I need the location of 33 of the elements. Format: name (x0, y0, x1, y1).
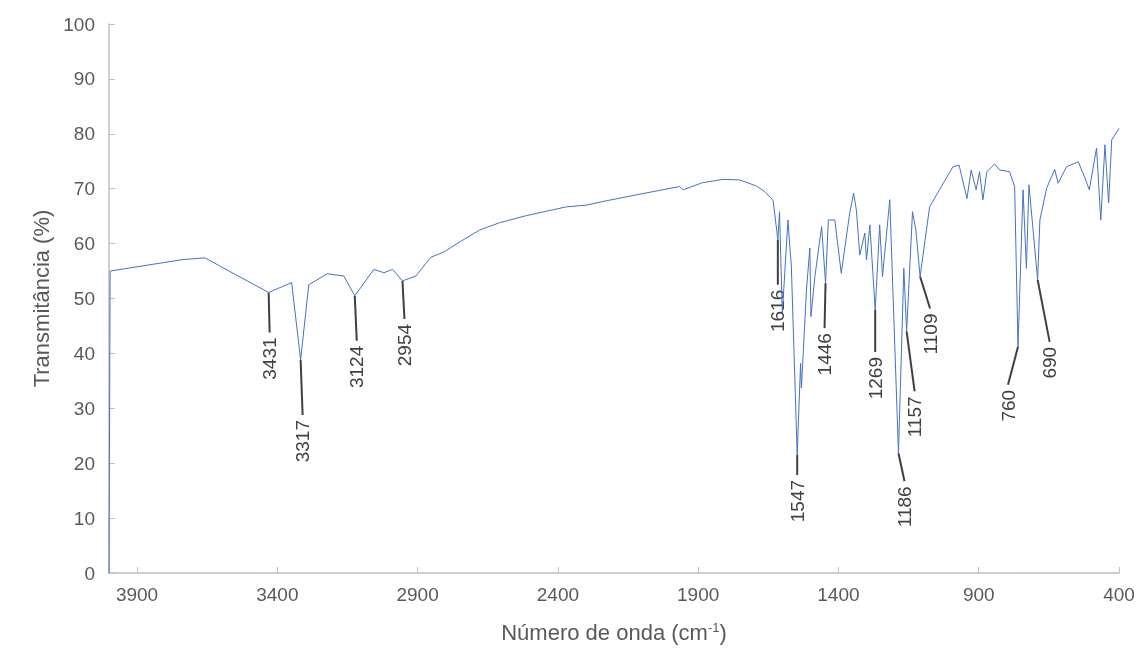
x-tick-label: 1400 (817, 584, 860, 605)
y-axis-title: Transmitância (%) (28, 209, 54, 388)
annotation: 1547 (786, 479, 808, 523)
y-tick-label: 70 (73, 178, 95, 200)
x-tick-label: 1900 (677, 584, 720, 605)
x-tick-label: 3400 (256, 584, 299, 605)
x-tick-label: 2900 (396, 584, 439, 605)
annotation: 760 (997, 389, 1019, 422)
annotation: 1186 (893, 486, 915, 528)
y-tick-label: 50 (73, 288, 95, 309)
y-tick-label: 60 (73, 233, 95, 255)
annotation: 690 (1039, 346, 1061, 379)
annotation: 1269 (864, 357, 886, 400)
annotation: 1109 (919, 313, 941, 355)
x-tick-label: 3900 (115, 584, 159, 605)
annotation: 1446 (814, 333, 836, 376)
x-tick-label: 400 (1103, 584, 1135, 605)
y-tick-label: 90 (73, 68, 95, 90)
x-tick-label: 2400 (536, 584, 580, 605)
y-tick-label: 10 (73, 507, 95, 529)
y-tick-label: 20 (73, 452, 95, 474)
annotation: 3124 (346, 345, 368, 389)
y-tick-label: 0 (84, 562, 95, 584)
annotation: 1616 (767, 289, 789, 333)
x-tick-label: 900 (962, 584, 995, 605)
annotation: 2954 (393, 323, 415, 367)
y-tick-label: 30 (73, 397, 95, 419)
y-tick-label: 40 (73, 342, 95, 364)
annotation: 3431 (259, 337, 281, 380)
annotation: 1157 (904, 396, 926, 438)
y-tick-label: 100 (63, 13, 95, 35)
annotation: 3317 (292, 419, 314, 463)
y-tick-label: 80 (73, 123, 95, 145)
